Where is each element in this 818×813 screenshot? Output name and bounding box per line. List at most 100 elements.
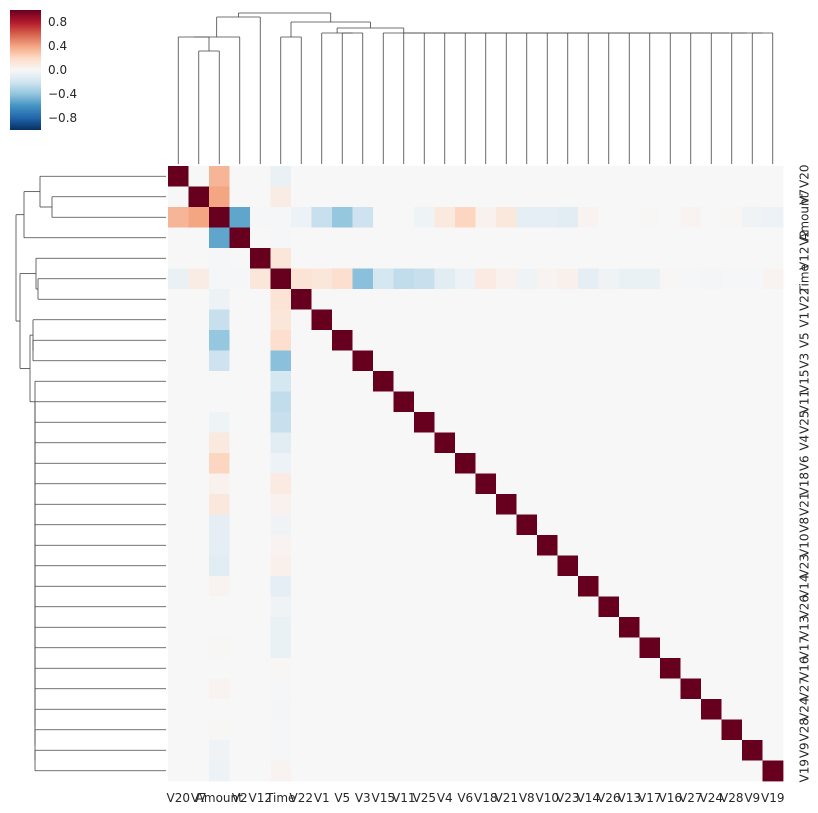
heatmap-cell-V24-V7 [188, 699, 210, 720]
heatmap-cell-V6-V15 [373, 453, 394, 474]
heatmap-cell-V28-V8 [516, 719, 538, 741]
x-tick-label: V22 [290, 791, 313, 805]
heatmap-cell-V9-V4 [434, 740, 456, 761]
heatmap-cell-V3-V11 [393, 350, 415, 372]
heatmap-cell-V6-Time [270, 453, 292, 474]
heatmap-cell-V4-V22 [291, 432, 312, 454]
heatmap-cell-V2-V5 [332, 227, 353, 249]
heatmap-cell-V25-V9 [742, 412, 763, 433]
heatmap-cell-V13-V28 [721, 617, 743, 638]
heatmap-cell-V14-V4 [434, 576, 456, 597]
heatmap-cell-V23-V24 [701, 555, 722, 577]
heatmap-cell-Time-V25 [414, 268, 435, 290]
x-tick-label: V26 [597, 791, 620, 805]
heatmap-cell-Time-V28 [721, 268, 743, 290]
colorbar-tick-label: 0.0 [48, 63, 67, 77]
heatmap-cell-V18-V11 [393, 473, 415, 495]
heatmap-cell-V24-V28 [721, 699, 743, 720]
heatmap-cell-V28-V14 [578, 719, 599, 741]
heatmap-cell-V14-V7 [188, 576, 210, 597]
heatmap-cell-V20-V23 [557, 166, 579, 187]
heatmap-cell-V11-V14 [578, 391, 599, 413]
heatmap-cell-V28-V7 [188, 719, 210, 741]
heatmap-cell-V7-V14 [578, 186, 599, 208]
heatmap-cell-V2-Time [270, 227, 292, 249]
x-tick-label: V14 [577, 791, 600, 805]
heatmap-cell-V27-V26 [598, 678, 620, 700]
heatmap-cell-V13-V27 [680, 617, 702, 638]
x-tick-label: V7 [191, 791, 207, 805]
y-tick-label: V12 [798, 247, 812, 270]
heatmap-cell-V23-V23 [557, 555, 579, 577]
heatmap-cell-V22-V12 [250, 289, 271, 310]
heatmap-cell-V12-V22 [291, 248, 312, 269]
heatmap-cell-V5-V3 [352, 330, 374, 351]
heatmap-cell-V9-V1 [311, 740, 333, 761]
heatmap-cell-V7-V20 [168, 186, 189, 208]
heatmap-cell-V4-V27 [680, 432, 702, 454]
heatmap-cell-Amount-V18 [475, 207, 497, 228]
heatmap-cell-V1-V26 [598, 309, 620, 331]
heatmap-cell-V19-V5 [332, 760, 353, 782]
colorbar-tick-label: −0.4 [48, 87, 77, 101]
heatmap-cell-V19-V25 [414, 760, 435, 782]
heatmap-cell-V26-V19 [762, 596, 784, 618]
heatmap-cell-V1-V6 [455, 309, 476, 331]
heatmap-cell-V26-V14 [578, 596, 599, 618]
heatmap-cell-V14-V13 [619, 576, 640, 597]
heatmap-cell-V10-V24 [701, 535, 722, 556]
heatmap-cell-V2-V25 [414, 227, 435, 249]
heatmap-cell-V4-V25 [414, 432, 435, 454]
heatmap-cell-V26-V15 [373, 596, 394, 618]
y-tick-label: V18 [798, 472, 812, 495]
heatmap-cell-V23-Time [270, 555, 292, 577]
heatmap-cell-V18-V25 [414, 473, 435, 495]
heatmap-cell-V3-V23 [557, 350, 579, 372]
heatmap-cell-V13-V15 [373, 617, 394, 638]
heatmap-cell-Amount-V12 [250, 207, 271, 228]
x-tick-label: V4 [437, 791, 453, 805]
heatmap-cell-V1-V14 [578, 309, 599, 331]
heatmap-cell-V26-V23 [557, 596, 579, 618]
heatmap-cell-V10-V5 [332, 535, 353, 556]
heatmap-cell-V24-V8 [516, 699, 538, 720]
heatmap-cell-V27-V2 [229, 678, 251, 700]
heatmap-cell-V15-V8 [516, 371, 538, 392]
heatmap-cell-V2-V12 [250, 227, 271, 249]
heatmap-cell-V25-Amount [209, 412, 230, 433]
heatmap-cell-V19-V2 [229, 760, 251, 782]
heatmap-cell-V16-V26 [598, 658, 620, 679]
heatmap-cell-V8-V20 [168, 514, 189, 536]
heatmap-cell-V25-V15 [373, 412, 394, 433]
heatmap-cell-V5-V23 [557, 330, 579, 351]
heatmap-cell-V8-V25 [414, 514, 435, 536]
heatmap-cell-V18-V15 [373, 473, 394, 495]
heatmap-cell-V9-V14 [578, 740, 599, 761]
heatmap-cell-Amount-V9 [742, 207, 763, 228]
heatmap-cell-V3-V21 [496, 350, 517, 372]
heatmap-cell-V5-V22 [291, 330, 312, 351]
heatmap-cell-V10-V8 [516, 535, 538, 556]
heatmap-cell-V25-V10 [537, 412, 558, 433]
heatmap-cell-V6-V9 [742, 453, 763, 474]
heatmap-cell-V13-V8 [516, 617, 538, 638]
heatmap-cell-V3-V1 [311, 350, 333, 372]
heatmap-cell-V24-V4 [434, 699, 456, 720]
heatmap-cell-V19-V7 [188, 760, 210, 782]
heatmap-cell-V11-V12 [250, 391, 271, 413]
heatmap-cell-V18-V28 [721, 473, 743, 495]
heatmap-cell-V26-V3 [352, 596, 374, 618]
heatmap-cell-V5-V25 [414, 330, 435, 351]
heatmap-cell-V2-V11 [393, 227, 415, 249]
heatmap-cell-V11-Time [270, 391, 292, 413]
heatmap-cell-V20-V27 [680, 166, 702, 187]
heatmap-cell-V7-V11 [393, 186, 415, 208]
heatmap-cell-V3-V4 [434, 350, 456, 372]
heatmap-cell-V26-V8 [516, 596, 538, 618]
heatmap-cell-V14-V18 [475, 576, 497, 597]
heatmap-cell-V12-V2 [229, 248, 251, 269]
heatmap-cell-V12-V3 [352, 248, 374, 269]
heatmap-cell-V10-V7 [188, 535, 210, 556]
heatmap-cell-V27-V6 [455, 678, 476, 700]
heatmap-cell-V18-V21 [496, 473, 517, 495]
